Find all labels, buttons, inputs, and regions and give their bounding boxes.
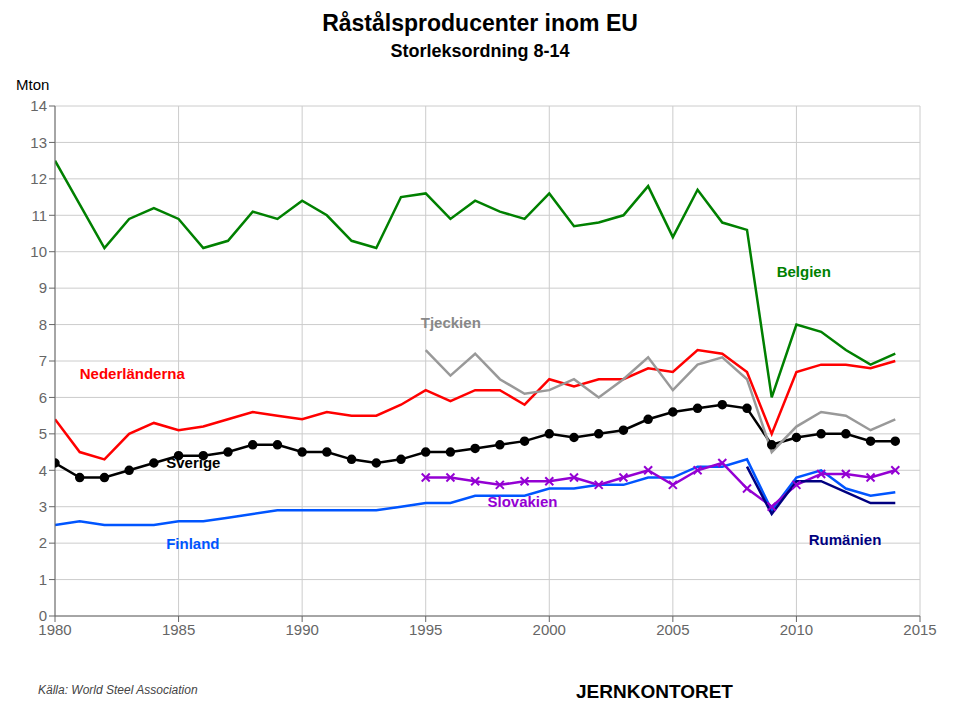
svg-text:Nederländerna: Nederländerna	[80, 365, 186, 382]
svg-text:2010: 2010	[780, 621, 813, 638]
html-text:Råstålsproducenter inom EU: Råstålsproducenter inom EU	[322, 10, 638, 36]
svg-text:13: 13	[30, 134, 47, 151]
svg-text:1985: 1985	[162, 621, 195, 638]
svg-text:10: 10	[30, 243, 47, 260]
svg-text:1980: 1980	[38, 620, 72, 638]
svg-text:3: 3	[39, 498, 47, 515]
html-text:Mton: Mton	[16, 76, 50, 93]
html-text:Storleksordning 8-14: Storleksordning 8-14	[390, 41, 570, 61]
svg-text:14: 14	[30, 97, 47, 114]
svg-text:2005: 2005	[656, 621, 689, 638]
svg-text:2015: 2015	[903, 621, 936, 638]
svg-text:0: 0	[39, 607, 47, 624]
svg-text:9: 9	[39, 279, 47, 296]
svg-text:7: 7	[39, 352, 47, 369]
svg-text:8: 8	[39, 316, 47, 333]
svg-text:1: 1	[39, 571, 47, 588]
svg-text:Tjeckien: Tjeckien	[421, 314, 481, 331]
html-text:Källa: World Steel Association: Källa: World Steel Association	[38, 683, 198, 697]
svg-text:Sverige: Sverige	[166, 454, 220, 471]
svg-text:Belgien: Belgien	[777, 263, 831, 280]
svg-text:2000: 2000	[533, 621, 566, 638]
svg-text:12: 12	[30, 170, 47, 187]
svg-text:11: 11	[31, 207, 47, 224]
svg-text:1995: 1995	[409, 621, 442, 638]
svg-text:6: 6	[39, 389, 47, 406]
svg-text:2: 2	[39, 534, 47, 551]
svg-text:Finland: Finland	[166, 535, 219, 552]
html-text:JERNKONTORET: JERNKONTORET	[576, 681, 733, 702]
svg-text:1990: 1990	[285, 621, 318, 638]
svg-text:Slovakien: Slovakien	[488, 493, 558, 510]
svg-text:4: 4	[39, 462, 47, 479]
svg-text:5: 5	[39, 425, 47, 442]
svg-text:Rumänien: Rumänien	[809, 531, 882, 548]
